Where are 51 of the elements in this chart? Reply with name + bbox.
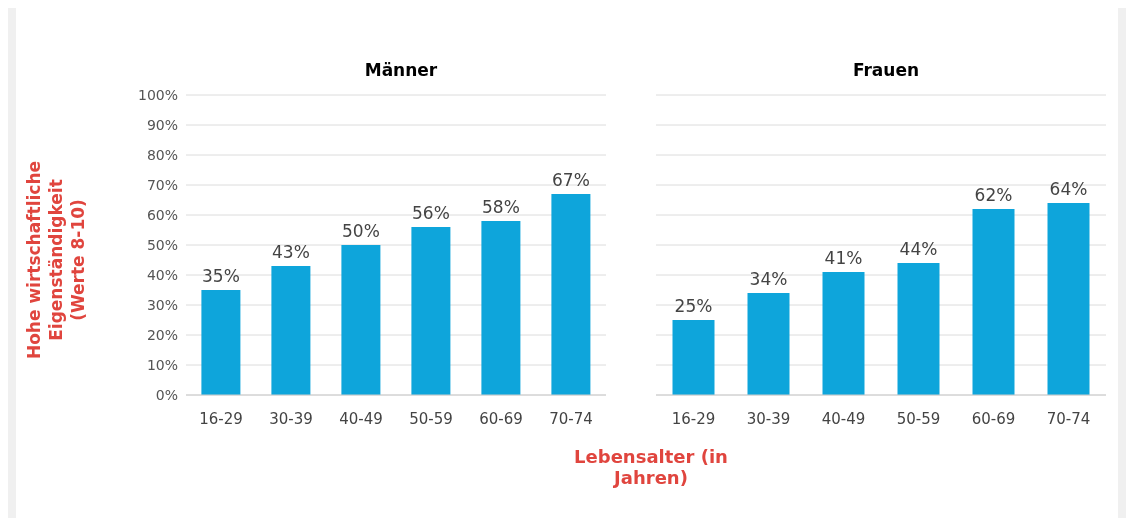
chart-title: Frauen [851, 60, 921, 82]
bar [271, 266, 311, 395]
y-tick-label: 60% [146, 206, 178, 223]
x-axis-title: Lebensalter (in Jahren) [573, 446, 729, 488]
x-tick-label: 16-29 [671, 409, 716, 428]
data-label: 58% [482, 197, 520, 217]
bar [411, 227, 451, 395]
x-tick-label: 40-49 [821, 409, 866, 428]
y-tick-label: 30% [146, 296, 178, 313]
bar [897, 263, 940, 395]
y-tick-label: 10% [146, 356, 178, 373]
y-tick-label: 20% [146, 326, 178, 343]
data-label: 44% [899, 239, 938, 259]
data-label: 34% [749, 269, 788, 289]
x-tick-label: 70-74 [549, 409, 593, 428]
y-tick-label: 40% [146, 266, 178, 283]
x-tick-label: 70-74 [1046, 409, 1091, 428]
y-tick-label: 70% [146, 176, 178, 193]
data-label: 50% [342, 221, 380, 241]
bar [201, 290, 241, 395]
bar [481, 221, 521, 395]
y-axis-title: Hohe wirtschaftliche Eigenständigkeit (Werte 8-10) [23, 160, 89, 360]
bar [972, 209, 1015, 395]
x-tick-label: 50-59 [409, 409, 453, 428]
chart-title: Männer [364, 60, 438, 80]
data-label: 35% [202, 266, 240, 286]
x-tick-label: 60-69 [479, 409, 523, 428]
bar [822, 272, 865, 395]
data-label: 64% [1049, 179, 1088, 199]
bar [672, 320, 715, 395]
y-tick-label: 0% [155, 386, 178, 403]
data-label: 43% [272, 242, 310, 262]
x-tick-label: 50-59 [896, 409, 941, 428]
data-label: 56% [412, 203, 450, 223]
bar [747, 293, 790, 395]
x-tick-label: 40-49 [339, 409, 383, 428]
x-tick-label: 30-39 [746, 409, 791, 428]
data-label: 67% [552, 170, 590, 190]
data-label: 25% [674, 296, 713, 316]
x-tick-label: 16-29 [199, 409, 243, 428]
x-tick-label: 60-69 [971, 409, 1016, 428]
bar [341, 245, 381, 395]
y-tick-label: 80% [146, 146, 178, 163]
bar [1047, 203, 1090, 395]
bar [551, 194, 591, 395]
data-label: 41% [824, 248, 863, 268]
x-tick-label: 30-39 [269, 409, 313, 428]
y-tick-label: 50% [146, 236, 178, 253]
data-label: 62% [974, 185, 1013, 205]
y-tick-label: 90% [146, 116, 178, 133]
y-tick-label: 100% [137, 86, 178, 103]
